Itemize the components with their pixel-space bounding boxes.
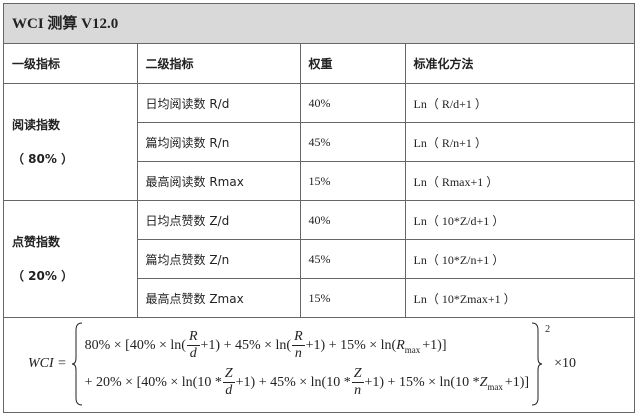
right-brace	[532, 322, 543, 406]
group-weight: （ 20% ）	[12, 269, 74, 283]
subscript: max	[487, 381, 503, 392]
table-title: WCI 测算 V12.0	[4, 4, 634, 44]
group-weight: （ 80% ）	[12, 152, 74, 166]
header-cell: 二级指标	[136, 44, 301, 84]
formula-text: +1) + 15% × ln(	[305, 337, 397, 353]
weight: 15%	[299, 161, 406, 201]
table-row: 点赞指数 （ 20% ） 日均点赞数 Z/d 40% Ln（ 10*Z/d+1 ）	[4, 200, 634, 318]
formula-text: + 20% × [40% × ln(10 *	[84, 374, 222, 390]
table-row: 阅读指数 （ 80% ） 日均阅读数 R/d 40% Ln（ R/d+1 ）	[4, 83, 634, 201]
method: Ln（ Rmax+1 ）	[404, 161, 634, 201]
group-name: 阅读指数	[12, 118, 61, 132]
metric: 最高点赞数 Zmax	[137, 278, 301, 318]
table-row: 篇均阅读数 R/n 45% Ln（ R/n+1 ）	[4, 122, 634, 162]
weight: 45%	[299, 122, 406, 162]
group-name: 点赞指数	[12, 235, 61, 249]
method: Ln（ R/d+1 ）	[404, 83, 634, 123]
metric: 最高阅读数 Rmax	[137, 161, 301, 201]
weight: 45%	[299, 239, 406, 279]
formula-var: Z	[479, 374, 488, 390]
method: Ln（ 10*Z/d+1 ）	[404, 200, 634, 240]
formula-text: +1)]	[504, 374, 530, 390]
formula-text: +1) + 45% × ln(	[200, 337, 292, 353]
metric: 日均点赞数 Z/d	[136, 200, 301, 240]
weight: 15%	[299, 278, 406, 318]
formula-lhs: WCI =	[28, 356, 67, 371]
method: Ln（ R/n+1 ）	[404, 122, 634, 162]
formula-text: +1) + 15% × ln(10 *	[364, 374, 480, 390]
left-brace	[71, 322, 82, 406]
header-cell: 权重	[299, 44, 406, 84]
metric: 篇均点赞数 Z/n	[137, 239, 301, 279]
level1-likes: 点赞指数 （ 20% ）	[4, 200, 138, 318]
table-row: 最高点赞数 Zmax 15% Ln（ 10*Zmax+1 ）	[4, 278, 634, 318]
formula-text: +1)]	[422, 337, 447, 353]
subscript: max	[404, 344, 421, 355]
formula-text: 80% × [40% × ln(	[84, 337, 186, 353]
level1-reading: 阅读指数 （ 80% ）	[4, 83, 138, 201]
table-row: 最高阅读数 Rmax 15% Ln（ Rmax+1 ）	[4, 161, 634, 201]
metric: 篇均阅读数 R/n	[137, 122, 301, 162]
formula-text: +1) + 45% × ln(10 *	[235, 374, 351, 390]
header-row: 一级指标 二级指标 权重 标准化方法	[4, 44, 634, 84]
formula-var: R	[396, 337, 405, 353]
metric: 日均阅读数 R/d	[136, 83, 301, 123]
header-cell: 标准化方法	[404, 44, 634, 84]
weight: 40%	[299, 83, 406, 123]
multiplier: ×10	[554, 356, 576, 371]
exponent: 2	[545, 324, 551, 335]
header-cell: 一级指标	[4, 44, 138, 84]
wci-table: WCI 测算 V12.0 一级指标 二级指标 权重 标准化方法 阅读指数 （ 80…	[3, 3, 635, 413]
method: Ln（ 10*Z/n+1 ）	[404, 239, 634, 279]
indicator-table: 一级指标 二级指标 权重 标准化方法 阅读指数 （ 80% ） 日均阅读数 R/d…	[4, 44, 634, 318]
weight: 40%	[299, 200, 406, 240]
method: Ln（ 10*Zmax+1 ）	[404, 278, 634, 318]
